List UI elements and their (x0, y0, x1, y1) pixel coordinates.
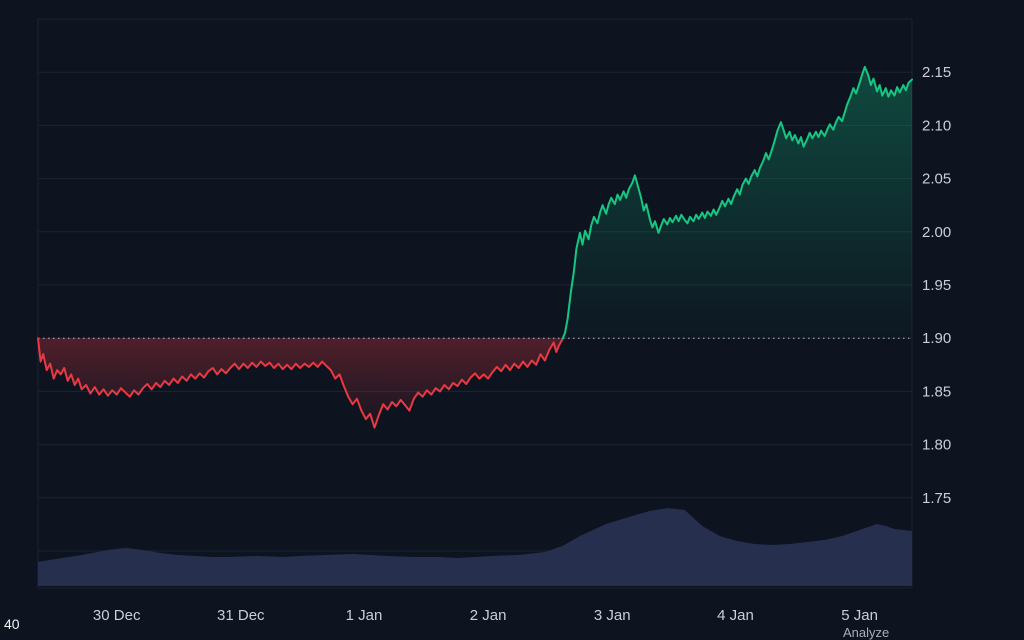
x-axis-label: 1 Jan (346, 607, 383, 624)
y-axis-label: 2.10 (922, 117, 951, 134)
y-axis-label: 1.95 (922, 277, 951, 294)
price-fill-up (562, 66, 912, 339)
price-line-down (37, 337, 564, 429)
x-axis-label: 30 Dec (93, 607, 141, 624)
y-axis-label: 1.80 (922, 437, 951, 454)
analyze-button[interactable]: Analyze (843, 625, 890, 640)
bottom-left-partial-text: 40 (4, 616, 20, 632)
y-axis-label: 1.85 (922, 383, 951, 400)
y-axis-label: 2.05 (922, 171, 951, 188)
y-axis-label: 2.00 (922, 224, 951, 241)
x-axis-label: 31 Dec (217, 607, 265, 624)
y-axis-label: 1.90 (922, 330, 951, 347)
x-axis-label: 2 Jan (470, 607, 507, 624)
price-line-up (561, 65, 913, 340)
x-axis-label: 4 Jan (717, 607, 754, 624)
x-axis-label: 3 Jan (594, 607, 631, 624)
y-axis-label: 2.15 (922, 64, 951, 81)
volume-area (38, 508, 912, 586)
x-axis-label: 5 Jan (841, 607, 878, 624)
y-axis-label: 1.75 (922, 490, 951, 507)
price-fill-down (38, 338, 563, 428)
